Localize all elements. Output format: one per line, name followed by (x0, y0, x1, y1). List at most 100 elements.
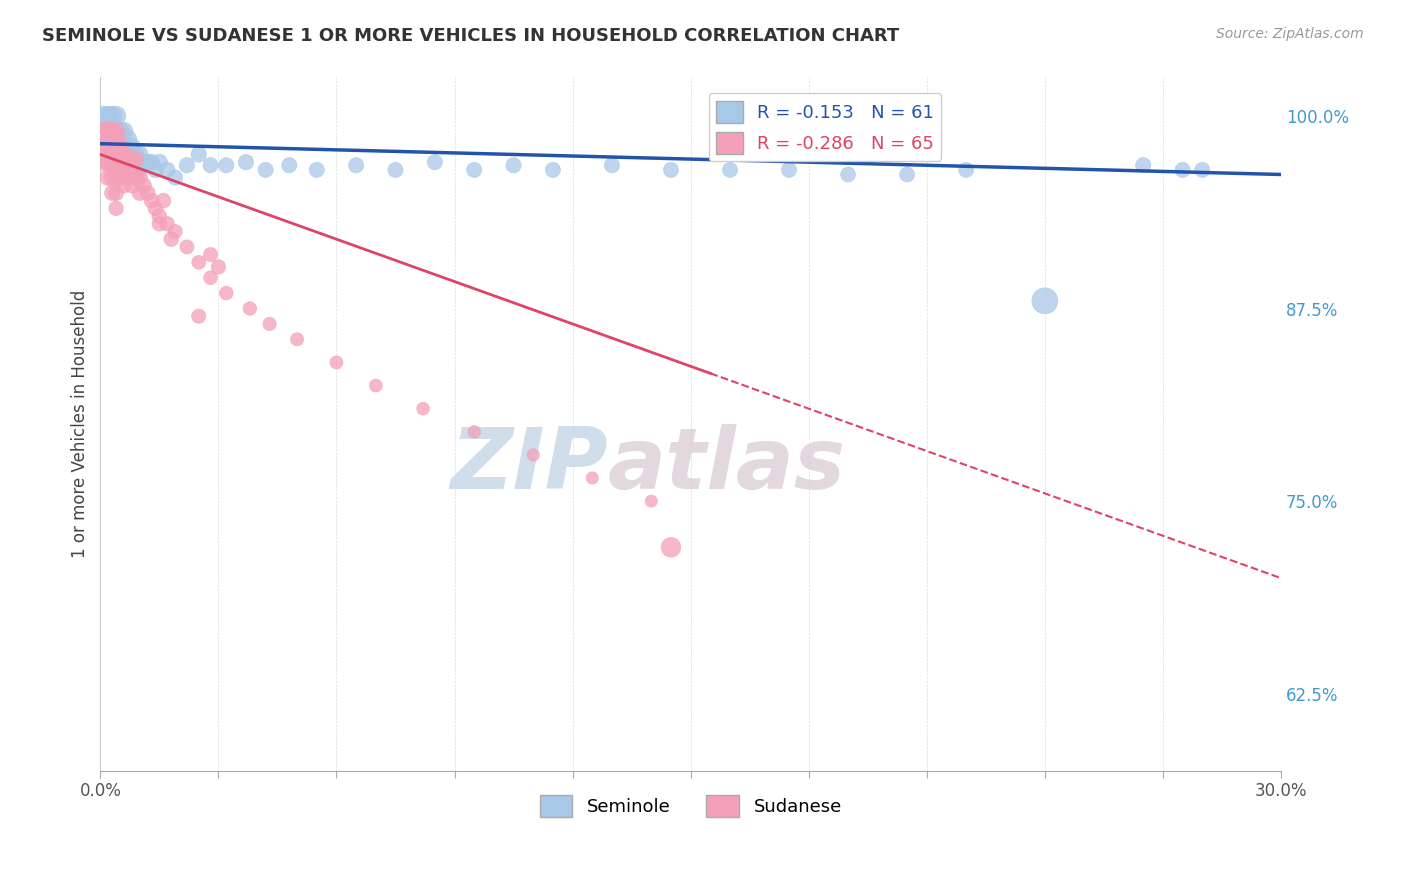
Point (239, 301, 262, 316)
Point (235, 155, 257, 169)
Point (259, 317, 281, 331)
Point (112, 124, 135, 138)
Point (105, 155, 128, 169)
Point (165, 225, 187, 239)
Point (600, 158, 623, 172)
Point (105, 155, 128, 169)
Point (128, 170, 150, 185)
Point (125, 162, 148, 177)
Point (128, 147, 150, 161)
Point (187, 255, 209, 269)
Point (128, 186, 150, 200)
Point (105, 109, 128, 123)
Point (101, 155, 124, 169)
Point (117, 168, 139, 182)
Point (108, 124, 131, 138)
Point (93, 124, 115, 138)
Point (640, 494, 662, 508)
Text: ZIP: ZIP (450, 425, 607, 508)
Point (187, 147, 209, 161)
Point (463, 162, 485, 177)
Point (148, 155, 170, 169)
Point (108, 147, 131, 161)
Point (718, 162, 741, 177)
Point (423, 155, 446, 169)
Point (101, 124, 124, 138)
Point (156, 217, 179, 231)
Point (121, 155, 143, 169)
Point (156, 162, 179, 177)
Point (97, 155, 120, 169)
Point (105, 132, 128, 146)
Point (160, 232, 183, 246)
Point (105, 124, 128, 138)
Y-axis label: 1 or more Vehicles in Household: 1 or more Vehicles in Household (72, 290, 89, 558)
Point (141, 155, 163, 169)
Point (112, 140, 135, 154)
Point (128, 162, 150, 177)
Point (215, 158, 238, 172)
Point (1132, 158, 1154, 172)
Point (101, 109, 124, 123)
Point (581, 471, 603, 485)
Point (141, 194, 163, 208)
Point (200, 247, 222, 261)
Point (187, 310, 209, 324)
Point (117, 147, 139, 161)
Point (108, 155, 131, 169)
Point (132, 155, 155, 169)
Point (344, 158, 367, 172)
Point (148, 209, 170, 223)
Point (112, 147, 135, 161)
Point (105, 170, 128, 185)
Point (145, 162, 167, 177)
Point (136, 155, 159, 169)
Point (145, 202, 167, 216)
Point (412, 401, 434, 416)
Point (778, 162, 800, 177)
Point (125, 147, 148, 161)
Point (125, 170, 148, 185)
Point (1171, 162, 1194, 177)
Point (108, 140, 131, 154)
Point (176, 158, 198, 172)
Text: Source: ZipAtlas.com: Source: ZipAtlas.com (1216, 27, 1364, 41)
Point (97, 140, 120, 154)
Point (837, 168, 859, 182)
Point (105, 202, 128, 216)
Point (108, 170, 131, 185)
Point (1191, 162, 1213, 177)
Point (93, 124, 115, 138)
Point (121, 152, 143, 166)
Point (502, 158, 524, 172)
Point (541, 162, 564, 177)
Point (101, 140, 124, 154)
Point (105, 140, 128, 154)
Point (121, 140, 143, 154)
Point (97, 109, 120, 123)
Point (93, 140, 115, 154)
Point (112, 162, 135, 177)
Point (101, 170, 124, 185)
Point (125, 152, 148, 166)
Point (325, 355, 347, 369)
Point (132, 178, 155, 193)
Point (112, 155, 135, 169)
Point (117, 170, 139, 185)
Point (97, 170, 120, 185)
Point (200, 270, 222, 285)
Point (101, 124, 124, 138)
Point (1033, 293, 1056, 308)
Point (117, 132, 139, 146)
Point (278, 158, 301, 172)
Point (215, 286, 238, 301)
Point (101, 155, 124, 169)
Point (207, 260, 229, 274)
Point (152, 194, 174, 208)
Point (108, 162, 131, 177)
Text: atlas: atlas (607, 425, 846, 508)
Point (659, 541, 682, 555)
Point (97, 140, 120, 154)
Point (105, 186, 128, 200)
Point (463, 425, 485, 439)
